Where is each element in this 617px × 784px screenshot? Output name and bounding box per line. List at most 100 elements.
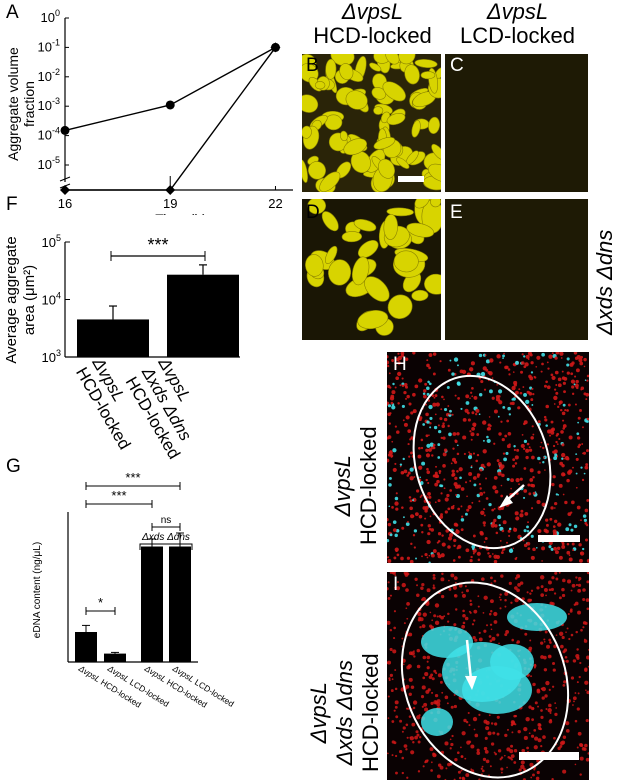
red-dot: [542, 446, 545, 450]
aggregate-blob: [398, 54, 416, 65]
red-dot: [480, 767, 483, 770]
red-dot: [481, 765, 484, 768]
red-dot: [424, 761, 427, 764]
red-dot: [468, 451, 470, 454]
red-dot: [478, 500, 481, 503]
red-dot: [514, 586, 518, 590]
red-dot: [513, 749, 518, 753]
aggregate-blob: [377, 158, 395, 179]
red-dot: [388, 372, 391, 375]
red-dot: [515, 478, 520, 483]
red-dot: [447, 405, 450, 407]
red-dot: [425, 478, 428, 482]
red-dot: [548, 588, 552, 592]
red-dot: [506, 444, 511, 449]
red-dot: [540, 715, 544, 719]
red-dot: [394, 501, 399, 506]
red-dot: [512, 464, 516, 468]
red-dot: [501, 529, 505, 533]
red-dot: [387, 360, 390, 365]
red-dot: [563, 680, 567, 684]
red-dot: [396, 581, 399, 584]
red-dot: [561, 443, 565, 447]
cyan-dot: [554, 453, 558, 457]
red-dot: [428, 448, 432, 452]
red-dot: [387, 435, 392, 440]
cyan-dot: [456, 444, 459, 447]
cyan-dot: [505, 451, 509, 455]
red-dot: [476, 751, 481, 755]
red-dot: [570, 589, 573, 592]
red-dot: [507, 368, 511, 371]
red-dot: [443, 487, 446, 490]
red-dot: [560, 644, 564, 649]
cyan-dot: [575, 453, 578, 456]
red-dot: [471, 411, 475, 415]
red-dot: [465, 773, 470, 778]
red-dot: [519, 391, 523, 395]
red-dot: [500, 574, 504, 578]
red-dot: [411, 722, 416, 727]
red-dot: [421, 705, 424, 708]
red-dot: [452, 504, 455, 507]
red-dot: [426, 467, 429, 471]
red-dot: [470, 744, 475, 749]
cyan-dot: [570, 528, 574, 532]
red-dot: [453, 522, 458, 527]
red-dot: [545, 708, 548, 711]
arrow-i-head: [465, 676, 477, 690]
red-dot: [577, 731, 582, 736]
cyan-dot: [529, 386, 533, 390]
red-dot: [392, 649, 397, 654]
series-line-a-2: [65, 46, 277, 191]
red-dot: [479, 531, 484, 536]
red-dot: [517, 729, 521, 734]
red-dot: [452, 432, 457, 436]
red-dot: [461, 515, 464, 518]
red-dot: [529, 448, 533, 452]
red-dot: [394, 362, 396, 364]
micrograph-b-image: [302, 54, 441, 192]
red-dot: [505, 365, 509, 369]
red-dot: [568, 435, 573, 440]
red-dot: [457, 555, 461, 559]
red-dot: [409, 499, 413, 503]
red-dot: [416, 489, 420, 493]
red-dot: [532, 707, 535, 710]
cyan-dot: [489, 389, 493, 394]
cyan-dot: [577, 421, 580, 424]
red-dot: [444, 497, 449, 502]
red-dot: [390, 394, 395, 399]
red-dot: [412, 741, 415, 744]
red-dot: [437, 673, 442, 678]
red-dot: [543, 415, 547, 419]
red-dot: [574, 375, 577, 378]
col2-state-label: LCD-locked: [460, 23, 575, 48]
red-dot: [508, 581, 512, 585]
red-dot: [555, 352, 560, 355]
red-dot: [420, 446, 424, 450]
category-label-f-2: ΔvpsLΔxds ΔdnsHCD-locked: [121, 354, 217, 463]
aggregate-blob: [325, 58, 337, 80]
red-dot: [394, 754, 398, 758]
cyan-dot: [498, 389, 503, 394]
red-dot: [408, 692, 412, 696]
red-dot: [417, 740, 421, 744]
red-dot: [418, 418, 422, 422]
red-dot: [481, 769, 485, 773]
red-dot: [457, 770, 461, 774]
red-dot: [465, 720, 469, 724]
red-dot: [533, 728, 537, 732]
red-dot: [545, 380, 548, 384]
red-dot: [425, 453, 431, 458]
red-dot: [543, 456, 545, 459]
red-dot: [442, 422, 445, 425]
cyan-dot: [388, 483, 392, 487]
col2-strain-label: ΔvpsL: [486, 0, 549, 24]
red-dot: [400, 352, 405, 356]
red-dot: [563, 457, 565, 460]
red-dot: [529, 639, 532, 642]
red-dot: [489, 623, 493, 626]
cyan-dot: [428, 561, 431, 563]
cyan-dot: [464, 512, 468, 516]
